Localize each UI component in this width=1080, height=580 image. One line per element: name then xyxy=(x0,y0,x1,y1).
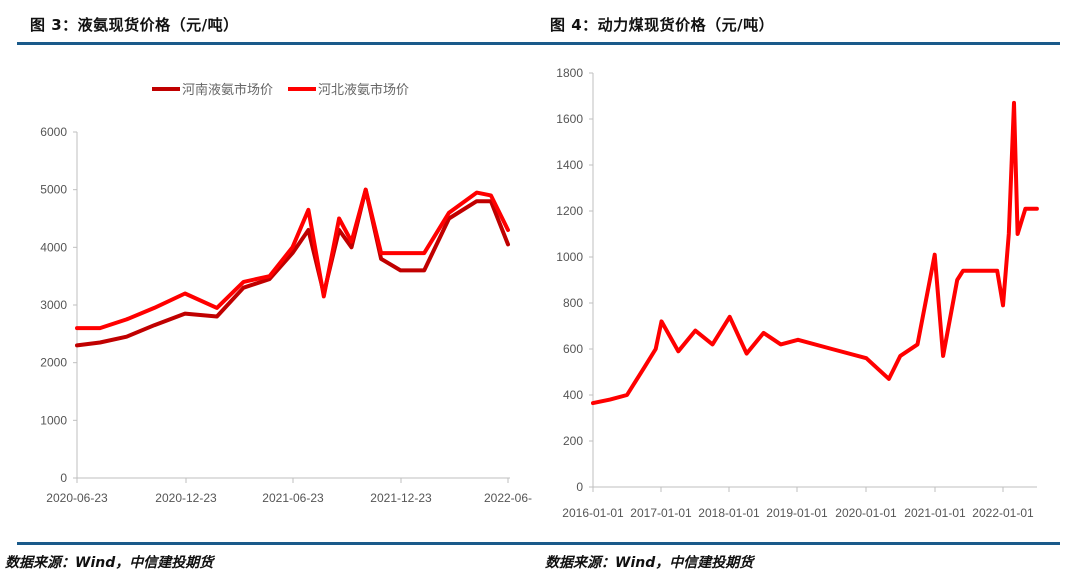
x-tick-label: 2018-01-01 xyxy=(698,506,760,520)
left-bottom-rule xyxy=(17,542,540,545)
x-tick-label: 2017-01-01 xyxy=(630,506,692,520)
x-tick-label: 2022-06- xyxy=(484,491,532,505)
left-figure-panel: 图 3：液氨现货价格（元/吨） 河南液氨市场价 河北液氨市场价 0 1000 200… xyxy=(5,16,540,571)
y-tick-label: 0 xyxy=(576,480,583,494)
y-tick-label: 1600 xyxy=(556,112,583,126)
y-tick-label: 1000 xyxy=(40,413,67,427)
right-bottom-rule xyxy=(540,542,1060,545)
y-tick-label: 1800 xyxy=(556,66,583,80)
series-line-0 xyxy=(591,100,1039,406)
legend-hebei-label: 河北液氨市场价 xyxy=(318,82,409,97)
x-tick-label: 2022-01-01 xyxy=(972,506,1034,520)
ammonia-price-chart: 河南液氨市场价 河北液氨市场价 0 1000 2000 3000 4000 5000 600… xyxy=(40,82,532,505)
y-tick-label: 0 xyxy=(60,471,67,485)
series-line-0 xyxy=(75,187,510,348)
y-tick-label: 1200 xyxy=(556,204,583,218)
right-figure-panel: 图 4：动力煤现货价格（元/吨） 0 200 400 600 800 1000 1200 14… xyxy=(540,0,1080,580)
left-series-lines xyxy=(75,187,510,348)
y-tick-label: 200 xyxy=(563,434,583,448)
x-tick-label: 2021-01-01 xyxy=(904,506,966,520)
left-figure-title: 图 3：液氨现货价格（元/吨） xyxy=(30,16,239,34)
x-tick-label: 2020-12-23 xyxy=(155,491,217,505)
y-tick-label: 1000 xyxy=(556,250,583,264)
y-tick-label: 2000 xyxy=(40,356,67,370)
right-axes: 0 200 400 600 800 1000 1200 1400 1600 1800 2016-01… xyxy=(556,66,1037,520)
y-tick-label: 800 xyxy=(563,296,583,310)
right-figure-title: 图 4：动力煤现货价格（元/吨） xyxy=(550,16,775,34)
y-tick-label: 600 xyxy=(563,342,583,356)
left-title-rule xyxy=(17,42,540,45)
right-data-source: 数据来源：Wind，中信建投期货 xyxy=(545,555,754,571)
x-tick-label: 2021-06-23 xyxy=(262,491,324,505)
y-tick-label: 4000 xyxy=(40,240,67,254)
left-legend: 河南液氨市场价 河北液氨市场价 xyxy=(152,82,409,97)
x-tick-label: 2016-01-01 xyxy=(562,506,624,520)
y-tick-label: 1400 xyxy=(556,158,583,172)
x-tick-label: 2021-12-23 xyxy=(370,491,432,505)
thermal-coal-price-chart: 0 200 400 600 800 1000 1200 1400 1600 1800 2016-01… xyxy=(556,66,1039,520)
x-tick-label: 2020-06-23 xyxy=(46,491,108,505)
left-axes: 0 1000 2000 3000 4000 5000 6000 2020-06-23 2020-… xyxy=(40,125,532,505)
x-tick-label: 2020-01-01 xyxy=(835,506,897,520)
left-data-source: 数据来源：Wind，中信建投期货 xyxy=(5,555,214,571)
y-tick-label: 5000 xyxy=(40,183,67,197)
right-title-rule xyxy=(540,42,1060,45)
y-tick-label: 400 xyxy=(563,388,583,402)
y-tick-label: 3000 xyxy=(40,298,67,312)
series-line-1 xyxy=(75,187,510,331)
right-series-lines xyxy=(591,100,1039,406)
y-tick-label: 6000 xyxy=(40,125,67,139)
legend-henan-label: 河南液氨市场价 xyxy=(182,82,273,97)
x-tick-label: 2019-01-01 xyxy=(766,506,828,520)
